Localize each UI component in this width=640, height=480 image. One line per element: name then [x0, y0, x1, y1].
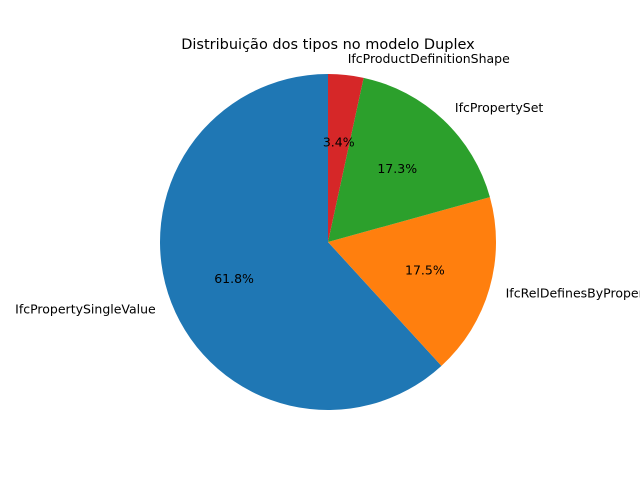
pie-slice-ifcproductdefinitionshape [328, 74, 364, 242]
pie-labels: 61.8% IfcPropertySingleValue 17.5% IfcRelDe… [15, 51, 640, 317]
slice-label-ifcpropertysinglevalue: IfcPropertySingleValue [15, 301, 156, 316]
pie-slice-ifcpropertyset [328, 77, 490, 242]
pct-label-ifcpropertyset: 17.3% [377, 161, 417, 176]
slice-label-ifcreldefinesbyproperties: IfcRelDefinesByProperties [506, 286, 640, 301]
pie-slices [160, 74, 497, 410]
pie-slice-ifcreldefinesbyproperties [328, 197, 497, 366]
slice-label-ifcproductdefinitionshape: IfcProductDefinitionShape [348, 51, 510, 66]
pct-label-ifcpropertysinglevalue: 61.8% [214, 271, 254, 286]
pct-label-ifcproductdefinitionshape: 3.4% [323, 134, 355, 149]
slice-label-ifcpropertyset: IfcPropertySet [455, 100, 543, 115]
pie-slice-ifcpropertysinglevalue [160, 74, 442, 410]
chart-title: Distribuição dos tipos no modelo Duplex [181, 37, 475, 53]
pct-label-ifcreldefinesbyproperties: 17.5% [405, 262, 445, 277]
